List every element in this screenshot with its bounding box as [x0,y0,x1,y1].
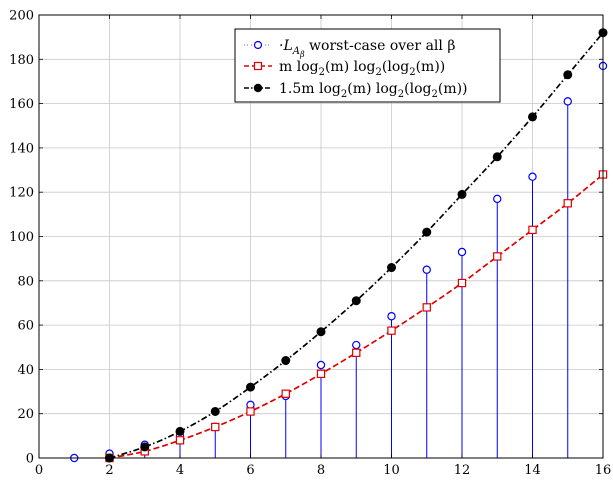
y-tick-label: 0 [26,452,34,467]
series-layer [70,28,608,463]
data-point [387,263,396,273]
data-point [316,369,326,379]
y-tick-label: 80 [17,274,34,289]
data-point [281,356,291,366]
y-tick-label: 160 [9,97,34,112]
y-tick-label: 100 [9,230,34,245]
legend-box [234,28,501,103]
legend-label-1: m log2(m) log2(log2(m)) [279,59,445,78]
data-point [352,340,361,350]
data-point [528,112,537,122]
legend: ·LAβ worst-case over all β m log2(m) log… [234,28,501,103]
data-point [246,382,255,392]
data-point [351,296,361,306]
data-point [422,265,431,274]
data-point [316,360,326,370]
x-tick-label: 12 [454,463,471,478]
legend-marker-2 [253,83,263,93]
data-point [352,348,361,357]
legend-label-0: ·LAβ worst-case over all β [279,38,455,59]
data-point [210,406,220,416]
data-point [492,152,502,162]
x-tick-label: 4 [176,463,184,478]
data-point [563,97,572,106]
y-tick-label: 200 [9,9,34,24]
data-point [493,252,502,261]
data-point [387,326,396,335]
y-tick-label: 180 [9,53,34,68]
y-tick-label: 60 [17,319,34,334]
x-tick-label: 8 [317,463,325,478]
data-point [422,303,431,312]
data-point [281,389,290,398]
data-point [457,189,467,199]
data-point [175,426,185,436]
data-point [387,312,396,321]
x-tick-label: 14 [524,463,541,478]
x-tick-label: 6 [246,463,254,478]
data-point [457,247,467,257]
data-point [246,407,255,416]
data-point [563,70,573,80]
data-point [457,278,467,288]
data-point [563,199,572,208]
x-tick-label: 10 [383,463,400,478]
x-tick-label: 2 [105,463,113,478]
y-tick-label: 20 [17,407,34,422]
x-tick-label: 16 [595,463,612,478]
y-tick-label: 40 [17,363,34,378]
x-tick-label: 0 [35,463,43,478]
data-point [528,225,537,235]
data-point [175,436,185,445]
data-point [140,442,150,452]
series-line-2 [109,32,604,459]
y-tick-label: 120 [9,186,34,201]
y-tick-label: 140 [9,141,34,156]
data-point [422,227,432,237]
data-point [493,194,502,204]
data-point [316,327,326,337]
data-point [211,422,220,432]
data-point [528,172,537,181]
legend-marker-1 [253,61,263,71]
legend-label-2: 1.5m log2(m) log2(log2(m)) [279,81,468,100]
legend-marker-0 [253,40,263,50]
